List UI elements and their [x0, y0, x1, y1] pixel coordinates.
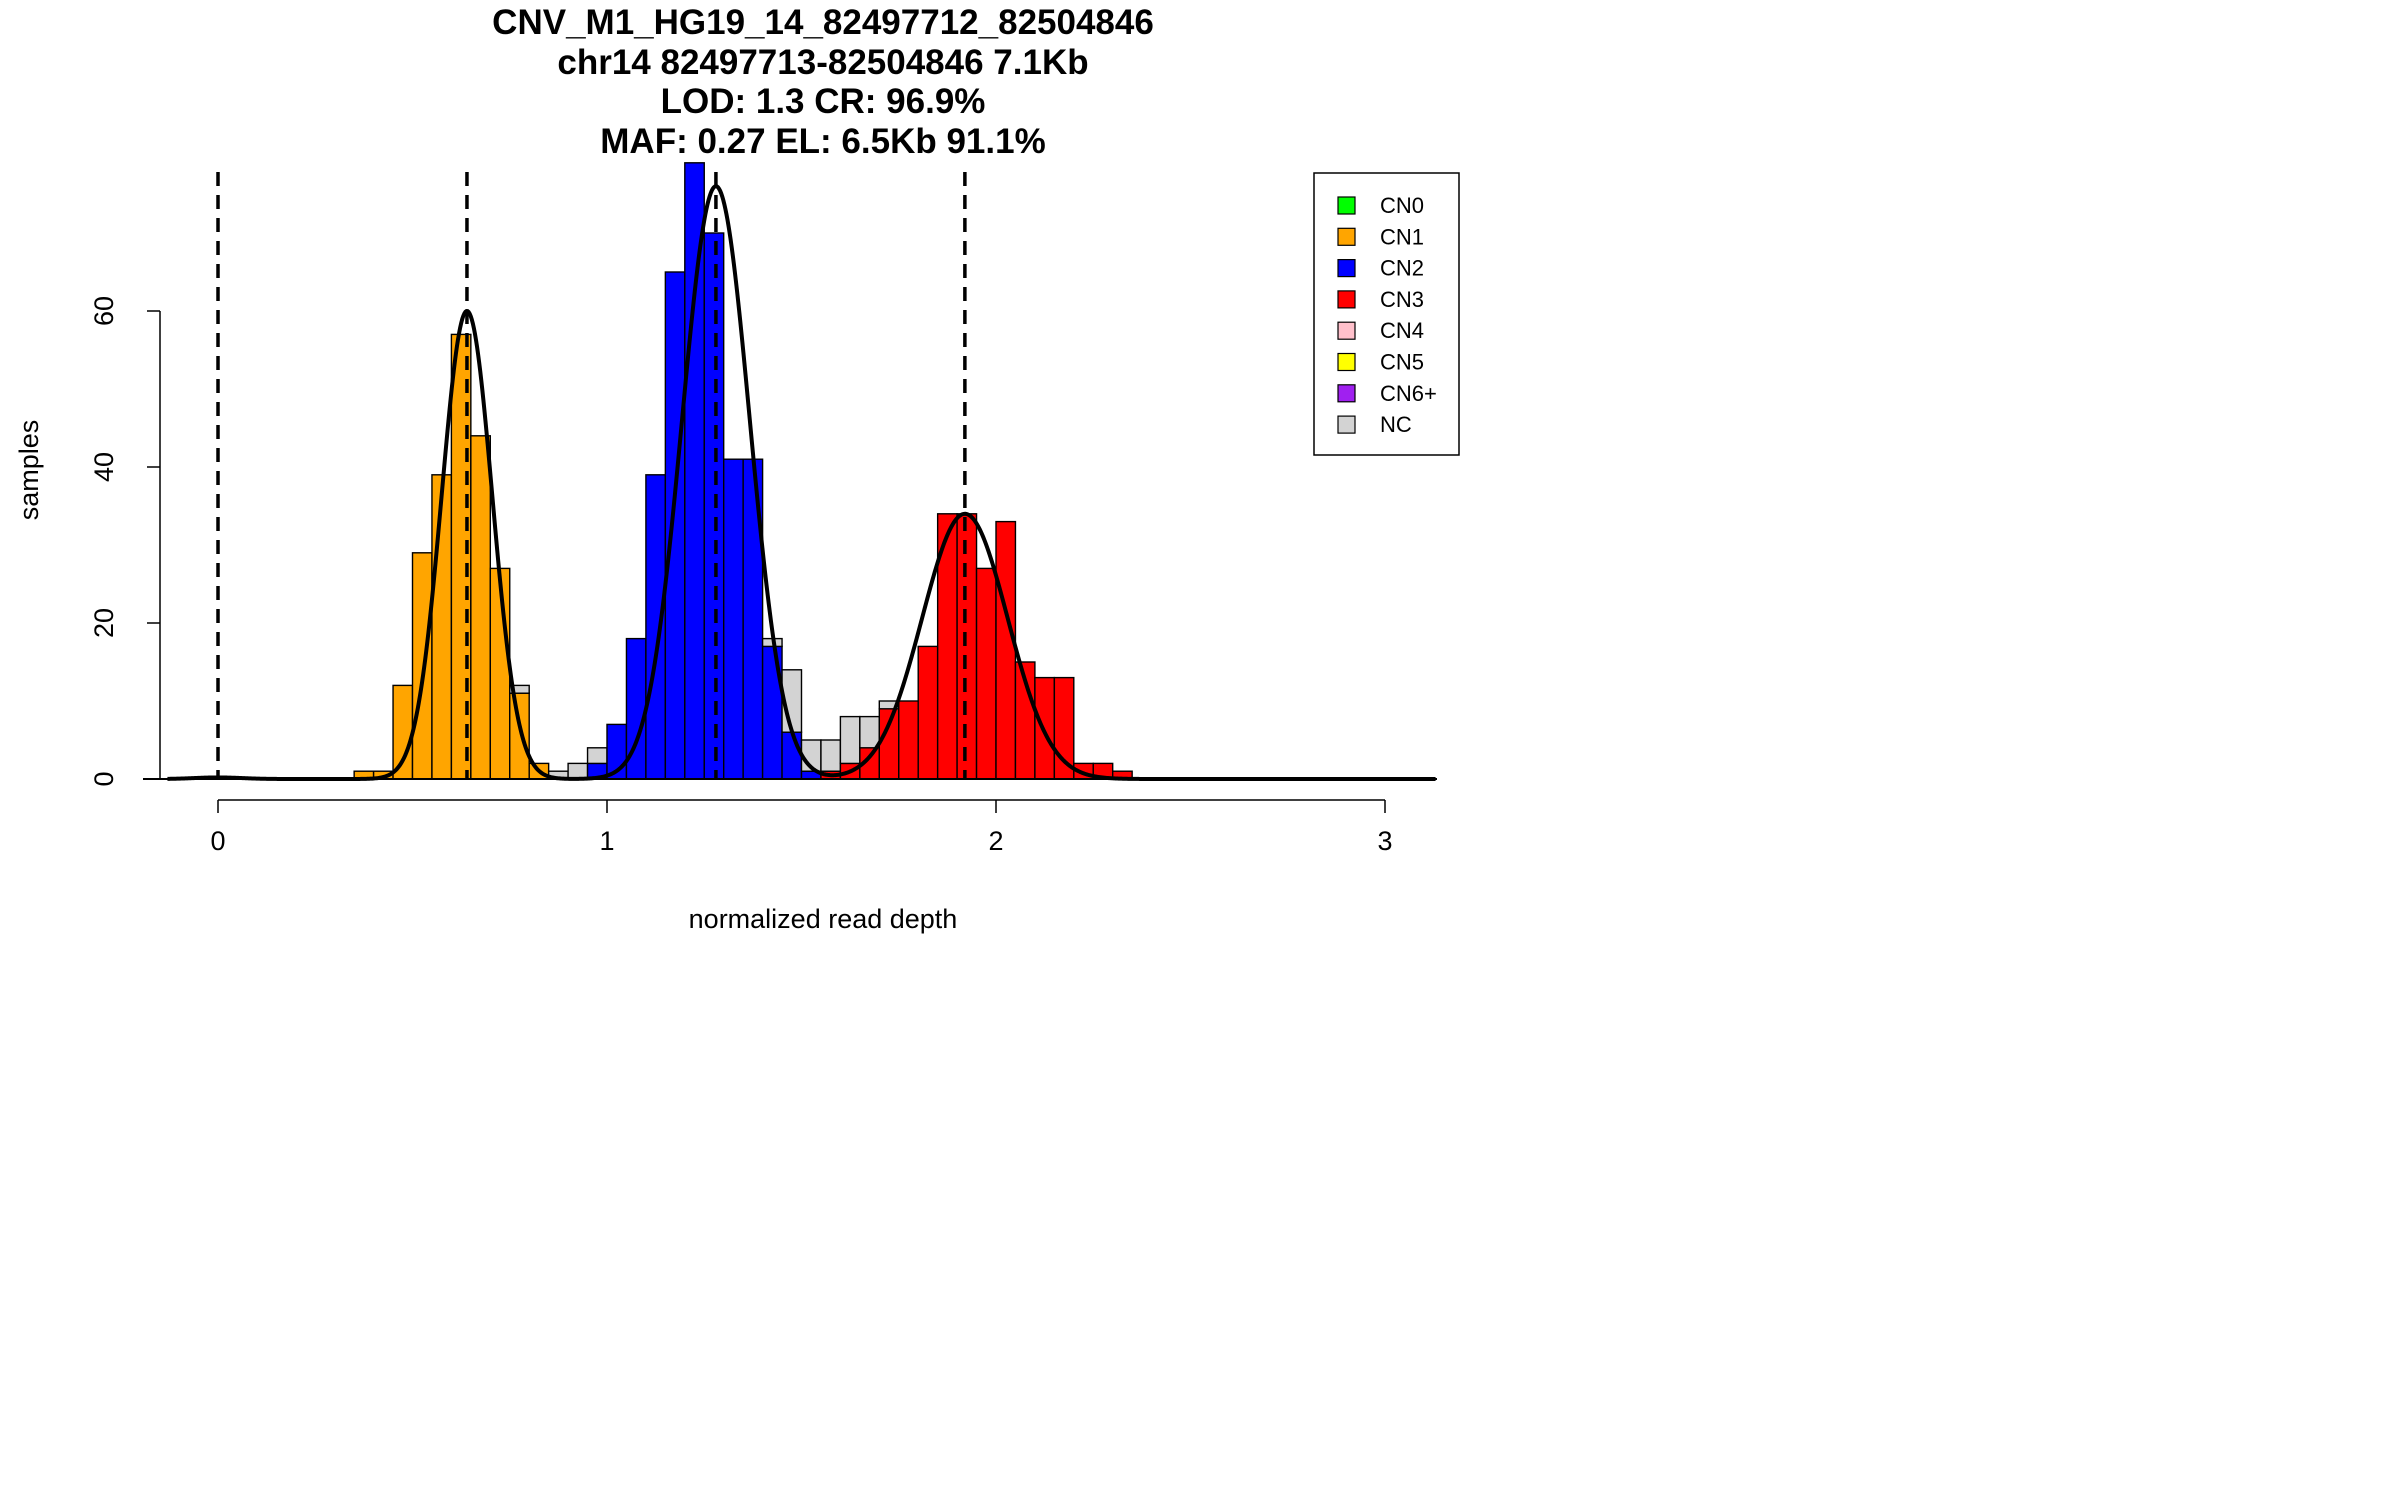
histogram-bar — [859, 715, 880, 749]
legend-label: CN6+ — [1380, 381, 1437, 406]
legend-swatch — [1337, 196, 1356, 215]
legend-swatch — [1337, 384, 1356, 403]
legend-swatch — [1337, 259, 1356, 278]
histogram-bar — [956, 513, 978, 780]
histogram-bar — [509, 684, 530, 694]
legend-label: CN4 — [1380, 318, 1424, 343]
histogram-bar — [567, 762, 589, 780]
legend-swatch — [1337, 227, 1356, 246]
histogram-bar — [781, 731, 803, 780]
histogram-bar — [411, 552, 433, 780]
histogram-bar — [392, 684, 414, 780]
histogram-bar — [723, 458, 744, 780]
y-tick-label: 20 — [89, 608, 119, 638]
plot-area — [167, 162, 1436, 781]
y-tick-label: 40 — [89, 452, 119, 482]
histogram-bar — [839, 715, 861, 765]
legend-swatch — [1337, 352, 1356, 372]
histogram-bar — [1053, 676, 1075, 780]
y-tick-label: 0 — [89, 771, 119, 786]
histogram-bar — [431, 474, 453, 780]
title-line: MAF: 0.27 EL: 6.5Kb 91.1% — [600, 122, 1045, 161]
legend: CN0 CN1 CN2 CN3 CN4 CN5 CN6+ NC — [1313, 172, 1460, 456]
histogram-bar — [703, 232, 725, 780]
title-line: LOD: 1.3 CR: 96.9% — [661, 82, 986, 121]
histogram-bar — [995, 520, 1017, 780]
histogram-bars — [353, 162, 1133, 780]
x-tick-label: 1 — [599, 826, 614, 856]
title-line: chr14 82497713-82504846 7.1Kb — [557, 43, 1088, 82]
y-tick-label: 60 — [89, 296, 119, 326]
x-axis: 0 1 2 3 — [143, 778, 1437, 856]
legend-label: CN2 — [1380, 256, 1424, 281]
histogram-bar — [975, 567, 997, 780]
legend-swatch — [1337, 290, 1356, 309]
legend-label: NC — [1380, 412, 1412, 437]
x-axis-label: normalized read depth — [689, 904, 958, 934]
legend-label: CN5 — [1380, 350, 1424, 375]
histogram-bar — [509, 692, 530, 780]
title-line: CNV_M1_HG19_14_82497712_82504846 — [492, 3, 1154, 42]
y-axis: 0 20 40 60 — [89, 296, 161, 787]
histogram-bar — [470, 435, 492, 780]
cluster-mean-lines — [216, 172, 967, 779]
legend-label: CN1 — [1380, 224, 1424, 249]
histogram-bar — [586, 747, 608, 765]
legend-swatch — [1337, 321, 1356, 340]
legend-box — [1313, 172, 1460, 456]
y-axis-label: samples — [14, 420, 44, 521]
x-tick-label: 3 — [1377, 826, 1392, 856]
x-tick-label: 2 — [988, 826, 1003, 856]
histogram-bar — [664, 271, 686, 780]
histogram-bar — [645, 474, 667, 780]
legend-swatch — [1337, 415, 1356, 434]
legend-label: CN3 — [1380, 287, 1424, 312]
histogram-bar — [820, 739, 842, 772]
histogram-bar — [898, 700, 919, 780]
histogram-bar — [917, 645, 939, 780]
histogram-bar — [684, 162, 705, 780]
legend-label: CN0 — [1380, 193, 1424, 218]
x-tick-label: 0 — [210, 826, 225, 856]
